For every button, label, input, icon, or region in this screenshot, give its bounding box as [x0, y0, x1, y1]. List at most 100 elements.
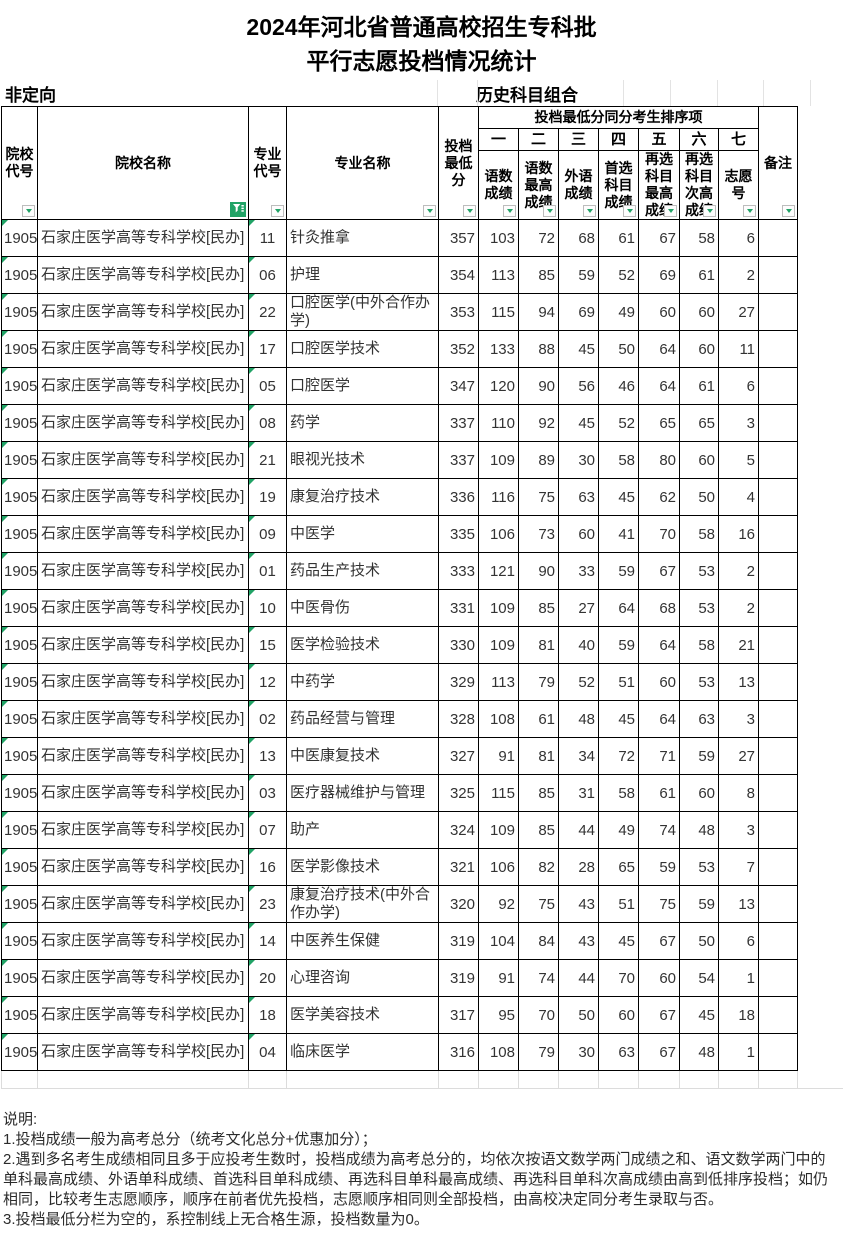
text-format-flag-icon — [249, 553, 255, 559]
sort7-volunteer-cell: 6 — [717, 219, 760, 257]
remark-cell — [758, 885, 799, 923]
text-format-flag-icon — [249, 886, 255, 892]
sort6-score-cell: 59 — [679, 885, 719, 923]
header-college-code: 院校代号 — [1, 106, 38, 220]
empty-cell — [438, 1071, 479, 1089]
filter-dropdown-sort-6[interactable] — [703, 205, 716, 217]
gridline — [670, 80, 671, 106]
sort7-volunteer-cell: 6 — [717, 922, 760, 960]
sort4-score-cell: 64 — [598, 589, 639, 627]
major-name-cell: 护理 — [286, 256, 439, 294]
college-code-cell: 1905 — [1, 959, 38, 997]
major-name-cell: 口腔医学 — [286, 367, 439, 405]
sort4-score-cell: 45 — [598, 700, 639, 738]
sort1-score-cell: 133 — [478, 330, 519, 368]
sort3-score-cell: 44 — [558, 811, 599, 849]
sort3-score-cell: 50 — [558, 996, 599, 1034]
table-row: 1905 石家庄医学高等专科学校[民办] 23 康复治疗技术(中外合作办学) 3… — [1, 885, 843, 923]
sort4-score-cell: 49 — [598, 293, 639, 331]
sort2-score-cell: 90 — [518, 552, 559, 590]
text-format-flag-icon — [249, 479, 255, 485]
sort3-score-cell: 48 — [558, 700, 599, 738]
sort3-score-cell: 28 — [558, 848, 599, 886]
sort7-volunteer-cell: 4 — [717, 478, 760, 516]
remark-cell — [758, 1033, 799, 1071]
filter-dropdown-sort-3[interactable] — [583, 205, 596, 217]
text-format-flag-icon — [2, 442, 8, 448]
filter-dropdown-sort-2[interactable] — [543, 205, 556, 217]
sort4-score-cell: 60 — [598, 996, 639, 1034]
college-name-cell: 石家庄医学高等专科学校[民办] — [37, 774, 249, 812]
college-code-cell: 1905 — [1, 478, 38, 516]
remark-cell — [758, 959, 799, 997]
filter-dropdown-major-code[interactable] — [271, 205, 284, 217]
table-row: 1905 石家庄医学高等专科学校[民办] 16 医学影像技术 321 106 8… — [1, 848, 843, 886]
filter-dropdown-remark[interactable] — [782, 205, 796, 217]
filter-dropdown-sort-7[interactable] — [743, 205, 757, 217]
sort3-score-cell: 31 — [558, 774, 599, 812]
filter-dropdown-sort-4[interactable] — [623, 205, 636, 217]
sort2-score-cell: 92 — [518, 404, 559, 442]
sort7-volunteer-cell: 3 — [717, 700, 760, 738]
filter-dropdown-sort-5[interactable] — [664, 205, 677, 217]
text-format-flag-icon — [249, 1034, 255, 1040]
sort4-score-cell: 50 — [598, 330, 639, 368]
college-code-cell: 1905 — [1, 441, 38, 479]
filter-dropdown-major-name[interactable] — [423, 205, 436, 217]
sort6-score-cell: 53 — [679, 552, 719, 590]
sort2-score-cell: 85 — [518, 811, 559, 849]
sort2-score-cell: 84 — [518, 922, 559, 960]
sort4-score-cell: 58 — [598, 441, 639, 479]
sort5-score-cell: 64 — [638, 330, 680, 368]
sort2-score-cell: 61 — [518, 700, 559, 738]
sort7-volunteer-cell: 16 — [717, 515, 760, 553]
major-code-cell: 05 — [248, 367, 287, 405]
sort6-score-cell: 45 — [679, 996, 719, 1034]
sort3-score-cell: 45 — [558, 330, 599, 368]
text-format-flag-icon — [249, 516, 255, 522]
sort6-score-cell: 50 — [679, 922, 719, 960]
college-name-cell: 石家庄医学高等专科学校[民办] — [37, 626, 249, 664]
filter-dropdown-min-score[interactable] — [463, 205, 476, 217]
college-name-cell: 石家庄医学高等专科学校[民办] — [37, 589, 249, 627]
sort7-volunteer-cell: 21 — [717, 626, 760, 664]
college-name-cell: 石家庄医学高等专科学校[民办] — [37, 663, 249, 701]
sort-col-label-6: 再选科目次高成绩 — [679, 150, 719, 220]
college-name-cell: 石家庄医学高等专科学校[民办] — [37, 552, 249, 590]
min-score-cell: 336 — [438, 478, 479, 516]
sort5-score-cell: 67 — [638, 1033, 680, 1071]
remark-cell — [758, 256, 799, 294]
sort7-volunteer-cell: 13 — [717, 885, 760, 923]
major-code-cell: 13 — [248, 737, 287, 775]
min-score-cell: 347 — [438, 367, 479, 405]
min-score-cell: 330 — [438, 626, 479, 664]
sort1-score-cell: 108 — [478, 700, 519, 738]
college-name-cell: 石家庄医学高等专科学校[民办] — [37, 885, 249, 923]
table-row: 1905 石家庄医学高等专科学校[民办] 09 中医学 335 106 73 6… — [1, 515, 843, 553]
sort2-score-cell: 81 — [518, 626, 559, 664]
college-code-cell: 1905 — [1, 367, 38, 405]
min-score-cell: 327 — [438, 737, 479, 775]
active-filter-icon[interactable] — [230, 202, 246, 217]
filter-dropdown-sort-1[interactable] — [503, 205, 516, 217]
sort1-score-cell: 116 — [478, 478, 519, 516]
filter-dropdown-college-code[interactable] — [22, 205, 35, 217]
sort4-score-cell: 41 — [598, 515, 639, 553]
college-name-cell: 石家庄医学高等专科学校[民办] — [37, 959, 249, 997]
college-code-cell: 1905 — [1, 848, 38, 886]
major-code-cell: 19 — [248, 478, 287, 516]
sort6-score-cell: 53 — [679, 848, 719, 886]
major-name-cell: 康复治疗技术(中外合作办学) — [286, 885, 439, 923]
college-code-cell: 1905 — [1, 885, 38, 923]
header-sort-group-label: 投档最低分同分考生排序项 — [534, 109, 703, 125]
major-code-cell: 22 — [248, 293, 287, 331]
table-row: 1905 石家庄医学高等专科学校[民办] 15 医学检验技术 330 109 8… — [1, 626, 843, 664]
empty-cell — [286, 1071, 439, 1089]
sort-col-label-2-text: 语数最高成绩 — [524, 159, 553, 210]
sort5-score-cell: 70 — [638, 515, 680, 553]
sort-col-label-3: 外语成绩 — [558, 150, 599, 220]
college-name-cell: 石家庄医学高等专科学校[民办] — [37, 1033, 249, 1071]
sort1-score-cell: 121 — [478, 552, 519, 590]
sort2-score-cell: 70 — [518, 996, 559, 1034]
table-row: 1905 石家庄医学高等专科学校[民办] 07 助产 324 109 85 44… — [1, 811, 843, 849]
